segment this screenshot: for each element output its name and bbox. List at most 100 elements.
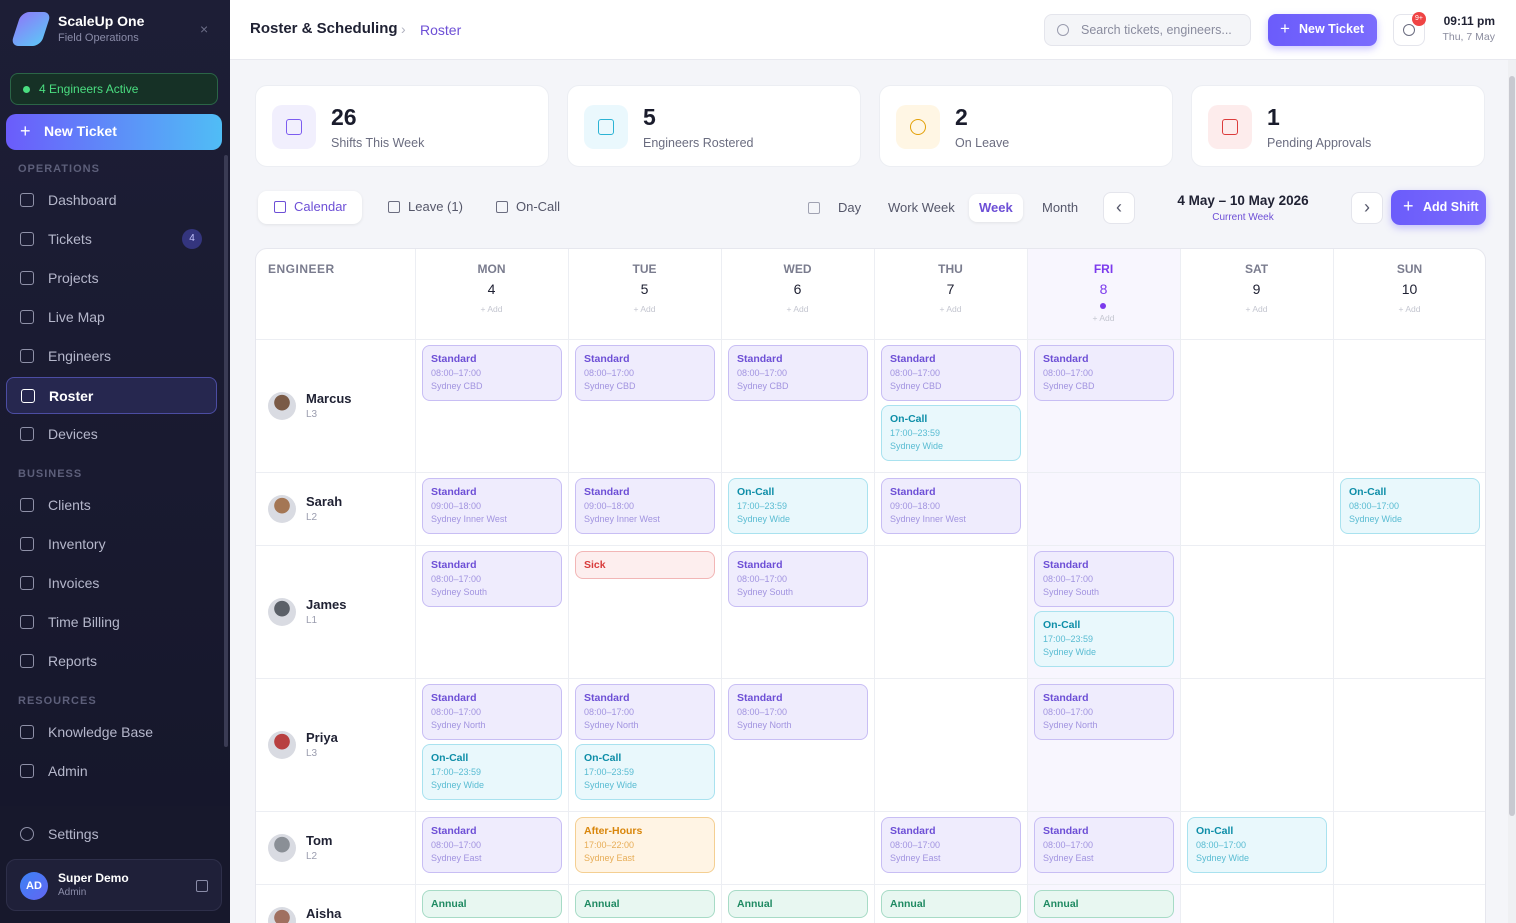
add-shift-link[interactable]: + Add xyxy=(1245,304,1268,314)
shift-card[interactable]: Standard 08:00–17:00 Sydney East xyxy=(422,817,562,873)
view-option[interactable]: Day xyxy=(828,194,871,222)
shift-card[interactable]: Standard 08:00–17:00 Sydney CBD xyxy=(422,345,562,401)
view-option[interactable]: Work Week xyxy=(878,194,965,222)
shift-card[interactable]: Standard 08:00–17:00 Sydney South xyxy=(728,551,868,607)
new-ticket-label: New Ticket xyxy=(44,123,117,139)
shift-card[interactable]: Annual xyxy=(1034,890,1174,918)
shift-card[interactable]: Standard 08:00–17:00 Sydney North xyxy=(575,684,715,740)
nav-badge: 4 xyxy=(182,229,202,249)
nav-label: Engineers xyxy=(48,348,112,364)
engineer-avatar xyxy=(268,833,296,862)
shift-card[interactable]: Standard 08:00–17:00 Sydney North xyxy=(422,684,562,740)
shift-location: Sydney South xyxy=(737,587,794,597)
shift-card[interactable]: Annual xyxy=(881,890,1021,918)
shift-card[interactable]: On-Call 08:00–17:00 Sydney Wide xyxy=(1340,478,1480,534)
nav-item[interactable]: Dashboard xyxy=(6,182,217,219)
shift-card[interactable]: Standard 08:00–17:00 Sydney CBD xyxy=(728,345,868,401)
icon xyxy=(20,654,34,668)
nav-label: Tickets xyxy=(48,231,92,247)
nav-item[interactable]: Live Map xyxy=(6,299,217,336)
clock-date: Thu, 7 May xyxy=(1442,31,1495,43)
nav-label: Devices xyxy=(48,426,98,442)
shift-card[interactable]: Standard 09:00–18:00 Sydney Inner West xyxy=(575,478,715,534)
shift-card[interactable]: Standard 08:00–17:00 Sydney CBD xyxy=(881,345,1021,401)
nav-item[interactable]: Admin xyxy=(6,753,217,790)
add-shift-link[interactable]: + Add xyxy=(1398,304,1421,314)
nav-item[interactable]: Tickets 4 xyxy=(6,221,217,258)
add-shift-link[interactable]: + Add xyxy=(939,304,962,314)
shift-card[interactable]: Standard 09:00–18:00 Sydney Inner West xyxy=(422,478,562,534)
shift-time: 08:00–17:00 xyxy=(1043,574,1094,584)
shift-location: Sydney Wide xyxy=(1196,853,1250,863)
nav-item[interactable]: Time Billing xyxy=(6,604,217,641)
add-shift-link[interactable]: + Add xyxy=(786,304,809,314)
shift-location: Sydney North xyxy=(737,720,792,730)
add-shift-link[interactable]: + Add xyxy=(1092,313,1115,323)
nav-item[interactable]: Invoices xyxy=(6,565,217,602)
view-tab[interactable]: Calendar xyxy=(258,191,362,224)
shift-card[interactable]: On-Call 08:00–17:00 Sydney Wide xyxy=(1187,817,1327,873)
shift-card[interactable]: Standard 08:00–17:00 Sydney CBD xyxy=(575,345,715,401)
view-option[interactable]: Week xyxy=(969,194,1023,222)
nav-item[interactable]: Roster xyxy=(6,377,217,414)
row-divider xyxy=(256,678,1485,679)
user-avatar: AD xyxy=(20,872,48,900)
nav-item[interactable]: Engineers xyxy=(6,338,217,375)
add-shift-link[interactable]: + Add xyxy=(480,304,503,314)
prev-button[interactable]: ‹ xyxy=(1103,192,1135,224)
day-date: 8 xyxy=(1099,281,1108,297)
icon xyxy=(20,615,34,629)
shift-card[interactable]: On-Call 17:00–23:59 Sydney Wide xyxy=(575,744,715,800)
nav-item[interactable]: Knowledge Base xyxy=(6,714,217,751)
day-date: 4 xyxy=(487,281,496,297)
shift-card[interactable]: After-Hours 17:00–22:00 Sydney East xyxy=(575,817,715,873)
nav-item[interactable]: Reports xyxy=(6,643,217,680)
top-bar: Roster & Scheduling › Roster Search tickets… xyxy=(230,0,1516,60)
shift-type: On-Call xyxy=(737,486,775,498)
shift-card[interactable]: On-Call 17:00–23:59 Sydney Wide xyxy=(422,744,562,800)
shift-location: Sydney South xyxy=(1043,587,1100,597)
shift-card[interactable]: Sick xyxy=(575,551,715,579)
next-button[interactable]: › xyxy=(1351,192,1383,224)
shift-card[interactable]: Standard 08:00–17:00 Sydney East xyxy=(881,817,1021,873)
shift-card[interactable]: On-Call 17:00–23:59 Sydney Wide xyxy=(881,405,1021,461)
shift-card[interactable]: Standard 08:00–17:00 Sydney CBD xyxy=(1034,345,1174,401)
shift-card[interactable]: Standard 08:00–17:00 Sydney North xyxy=(1034,684,1174,740)
shift-card[interactable]: Annual xyxy=(728,890,868,918)
search-box[interactable]: Search tickets, engineers... xyxy=(1044,14,1251,46)
shift-location: Sydney Wide xyxy=(890,441,944,451)
shift-location: Sydney North xyxy=(431,720,486,730)
shift-card[interactable]: Standard 08:00–17:00 Sydney South xyxy=(1034,551,1174,607)
view-option-label: Work Week xyxy=(888,200,955,215)
shift-card[interactable]: On-Call 17:00–23:59 Sydney Wide xyxy=(728,478,868,534)
nav-item[interactable]: Projects xyxy=(6,260,217,297)
shift-card[interactable]: Standard 08:00–17:00 Sydney North xyxy=(728,684,868,740)
icon xyxy=(20,310,34,324)
engineer-name: James xyxy=(306,596,347,612)
column-divider xyxy=(874,249,875,923)
shift-card[interactable]: Standard 09:00–18:00 Sydney Inner West xyxy=(881,478,1021,534)
shift-card[interactable]: Standard 08:00–17:00 Sydney East xyxy=(1034,817,1174,873)
logo xyxy=(10,12,52,46)
view-option[interactable]: Month xyxy=(1032,194,1088,222)
view-tab[interactable]: Leave (1) xyxy=(372,191,476,224)
add-shift-link[interactable]: + Add xyxy=(633,304,656,314)
nav-item[interactable]: Settings xyxy=(6,816,217,853)
shift-location: Sydney East xyxy=(1043,853,1094,863)
stat-value: 5 xyxy=(643,104,656,130)
shift-card[interactable]: Annual xyxy=(422,890,562,918)
stat-icon xyxy=(272,105,316,149)
shift-card[interactable]: On-Call 17:00–23:59 Sydney Wide xyxy=(1034,611,1174,667)
close-button[interactable]: × xyxy=(200,21,209,37)
nav-item[interactable]: Devices xyxy=(6,416,217,453)
nav-label: Reports xyxy=(48,653,98,669)
nav-item[interactable]: Clients xyxy=(6,487,217,524)
new-ticket-button[interactable]: + New Ticket xyxy=(1268,14,1377,46)
new-ticket-button[interactable]: + New Ticket xyxy=(6,114,222,150)
nav-item[interactable]: Inventory xyxy=(6,526,217,563)
shift-card[interactable]: Annual xyxy=(575,890,715,918)
shift-card[interactable]: Standard 08:00–17:00 Sydney South xyxy=(422,551,562,607)
view-tab[interactable]: On-Call xyxy=(480,191,584,224)
add-shift-button[interactable]: + Add Shift xyxy=(1391,190,1486,225)
user-card[interactable]: AD Super Demo Admin xyxy=(6,859,222,911)
